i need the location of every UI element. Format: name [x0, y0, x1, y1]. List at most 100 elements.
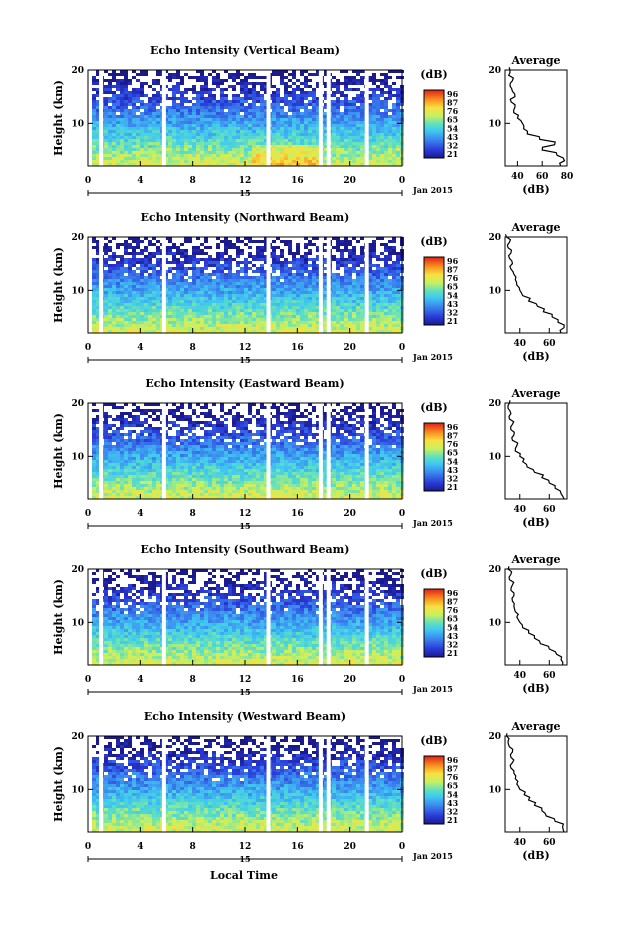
- heatmap-cell: [128, 160, 132, 163]
- heatmap-cell: [200, 109, 204, 112]
- heatmap-cell: [116, 154, 120, 157]
- heatmap-cell: [216, 276, 220, 279]
- heatmap-cell: [280, 264, 284, 267]
- heatmap-cell: [212, 76, 216, 79]
- heatmap-cell: [108, 264, 112, 267]
- heatmap-cell: [188, 160, 192, 163]
- heatmap-cell: [240, 136, 244, 139]
- heatmap-cell: [120, 318, 124, 321]
- heatmap-cell: [304, 76, 308, 79]
- heatmap-cell: [276, 312, 280, 315]
- heatmap-cell: [212, 88, 216, 91]
- heatmap-cell: [256, 321, 260, 324]
- heatmap-cell: [92, 306, 96, 309]
- heatmap-cell: [192, 261, 196, 264]
- heatmap-cell: [176, 258, 180, 261]
- heatmap-cell: [392, 154, 396, 157]
- heatmap-cell: [156, 321, 160, 324]
- heatmap-cell: [232, 124, 236, 127]
- y-tick-label: 10: [71, 286, 84, 296]
- heatmap-cell: [300, 255, 304, 258]
- heatmap-cell: [272, 133, 276, 136]
- heatmap-cell: [256, 288, 260, 291]
- heatmap-cell: [108, 282, 112, 285]
- heatmap-cell: [264, 246, 268, 249]
- heatmap-cell: [264, 243, 268, 246]
- heatmap-cell: [324, 163, 328, 166]
- heatmap-cell: [112, 145, 116, 148]
- heatmap-cell: [168, 436, 172, 439]
- heatmap-cell: [208, 424, 212, 427]
- heatmap-cell: [92, 100, 96, 103]
- heatmap-cell: [396, 261, 400, 264]
- heatmap-cell: [104, 139, 108, 142]
- heatmap-cell: [144, 282, 148, 285]
- heatmap-cell: [372, 303, 376, 306]
- heatmap-cell: [340, 112, 344, 115]
- heatmap-cell: [236, 121, 240, 124]
- heatmap-cell: [228, 160, 232, 163]
- heatmap-cell: [196, 279, 200, 282]
- heatmap-cell: [312, 276, 316, 279]
- heatmap-cell: [136, 315, 140, 318]
- heatmap-cell: [228, 73, 232, 76]
- heatmap-cell: [96, 133, 100, 136]
- heatmap-cell: [232, 130, 236, 133]
- heatmap-cell: [256, 91, 260, 94]
- heatmap-cell: [264, 100, 268, 103]
- heatmap-cell: [96, 258, 100, 261]
- heatmap-cell: [132, 240, 136, 243]
- heatmap-cell: [280, 82, 284, 85]
- heatmap-cell: [200, 94, 204, 97]
- heatmap-cell: [104, 312, 108, 315]
- heatmap-cell: [288, 139, 292, 142]
- heatmap-cell: [248, 252, 252, 255]
- heatmap-cell: [152, 255, 156, 258]
- heatmap-cell: [164, 97, 168, 100]
- heatmap-cell: [336, 142, 340, 145]
- heatmap-cell: [280, 118, 284, 121]
- heatmap-cell: [192, 255, 196, 258]
- heatmap-cell: [292, 109, 296, 112]
- heatmap-cell: [260, 421, 264, 424]
- heatmap-cell: [228, 300, 232, 303]
- heatmap-cell: [236, 115, 240, 118]
- heatmap-cell: [188, 321, 192, 324]
- heatmap-cell: [168, 261, 172, 264]
- heatmap-cell: [172, 246, 176, 249]
- heatmap-cell: [188, 424, 192, 427]
- heatmap-cell: [256, 258, 260, 261]
- heatmap-cell: [196, 142, 200, 145]
- heatmap-cell: [312, 151, 316, 154]
- heatmap-cell: [260, 273, 264, 276]
- heatmap-cell: [352, 115, 356, 118]
- heatmap-cell: [136, 163, 140, 166]
- heatmap-cell: [116, 243, 120, 246]
- heatmap-cell: [228, 276, 232, 279]
- heatmap-cell: [248, 255, 252, 258]
- heatmap-cell: [208, 157, 212, 160]
- heatmap-cell: [220, 309, 224, 312]
- heatmap-cell: [144, 300, 148, 303]
- heatmap-cell: [276, 415, 280, 418]
- heatmap-cell: [172, 255, 176, 258]
- heatmap-cell: [248, 285, 252, 288]
- heatmap-cell: [272, 279, 276, 282]
- heatmap-cell: [392, 130, 396, 133]
- heatmap-cell: [396, 255, 400, 258]
- heatmap-cell: [336, 430, 340, 433]
- heatmap-cell: [376, 273, 380, 276]
- heatmap-cell: [284, 112, 288, 115]
- heatmap-cell: [368, 306, 372, 309]
- heatmap-cell: [372, 136, 376, 139]
- heatmap-cell: [144, 106, 148, 109]
- heatmap-cell: [352, 133, 356, 136]
- heatmap-cell: [108, 82, 112, 85]
- heatmap-cell: [192, 91, 196, 94]
- heatmap-cell: [256, 136, 260, 139]
- heatmap-cell: [288, 73, 292, 76]
- heatmap-cell: [152, 297, 156, 300]
- heatmap-cell: [352, 82, 356, 85]
- heatmap-cell: [224, 261, 228, 264]
- heatmap-cell: [300, 285, 304, 288]
